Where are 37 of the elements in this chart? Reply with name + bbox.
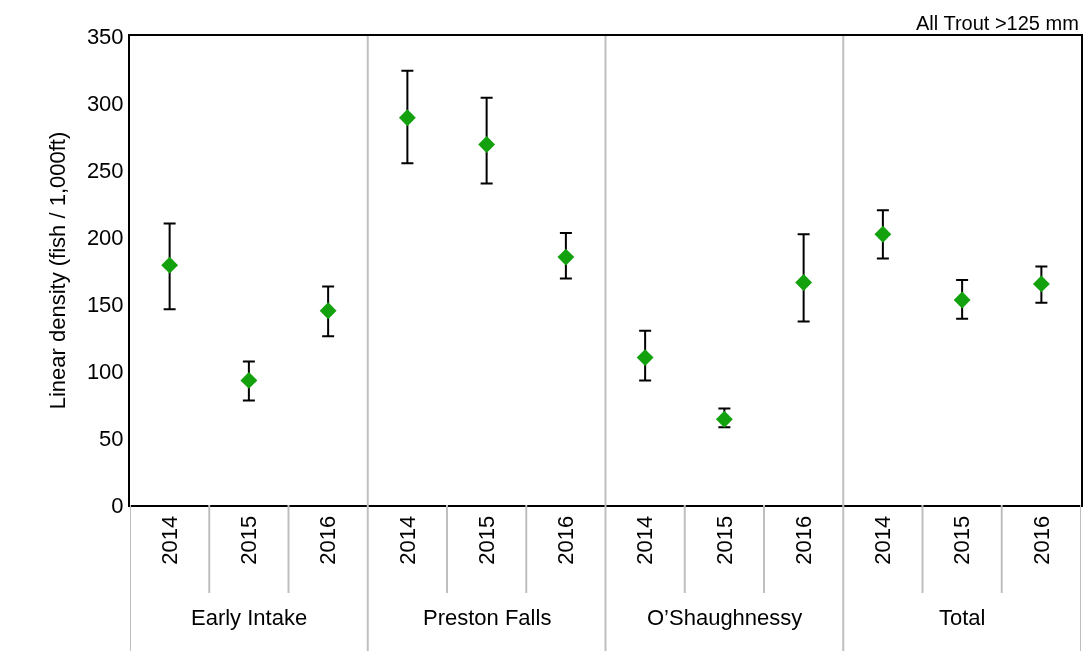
x-tick-label: 2014	[394, 515, 420, 565]
x-tick-label: 2016	[315, 515, 341, 565]
point	[398, 109, 416, 127]
point	[161, 256, 179, 274]
x-tick-label: 2015	[236, 515, 262, 565]
x-tick-label: 2016	[790, 515, 816, 565]
point	[319, 302, 337, 320]
point	[240, 371, 258, 389]
x-tick-label: 2015	[711, 515, 737, 565]
x-tick-label: 2015	[473, 515, 499, 565]
y-tick-label: 300	[86, 90, 124, 116]
x-tick-label: 2014	[156, 515, 182, 565]
x-tick-label: 2015	[949, 515, 975, 565]
y-tick-label: 50	[99, 425, 124, 451]
point	[1032, 275, 1050, 293]
y-tick-label: 200	[86, 224, 124, 250]
point	[557, 248, 575, 266]
x-tick-label: 2016	[1028, 515, 1054, 565]
point	[478, 136, 496, 153]
y-tick-label: 350	[86, 23, 124, 49]
text: Early Intake	[191, 605, 308, 630]
point	[795, 274, 813, 292]
y-tick-label: 100	[86, 358, 124, 384]
x-tick-label: 2014	[870, 515, 896, 565]
point	[636, 349, 654, 367]
chart-title: All Trout >125 mm	[916, 12, 1079, 34]
text: O’Shaughnessy	[647, 605, 803, 630]
y-tick-label: 0	[111, 492, 124, 518]
text: Total	[939, 605, 986, 630]
x-tick-label: 2016	[553, 515, 579, 565]
y-tick-label: 250	[86, 157, 124, 183]
point	[953, 291, 971, 309]
y-tick-label: 150	[86, 291, 124, 317]
text: Preston Falls	[423, 605, 552, 630]
point	[874, 225, 892, 243]
y-axis-title: Linear density (fish / 1,000ft)	[45, 131, 71, 410]
x-tick-label: 2014	[632, 515, 658, 565]
